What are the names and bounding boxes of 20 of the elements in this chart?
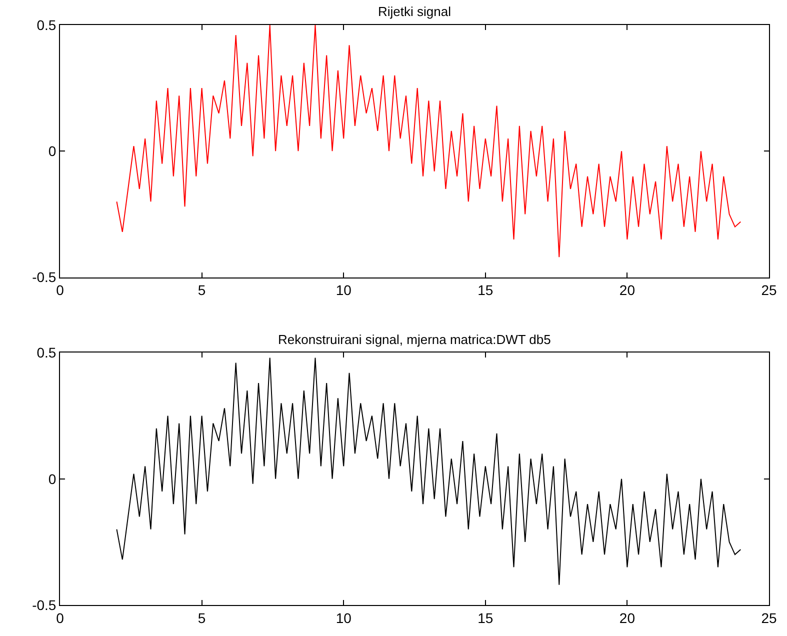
x-tick-label: 20: [619, 282, 636, 298]
y-tick-label: 0: [48, 143, 56, 160]
chart-title: Rekonstruirani signal, mjerna matrica:DWT db5: [278, 332, 551, 347]
x-tick-label: 25: [761, 610, 777, 626]
x-tick-label: 5: [198, 610, 206, 626]
x-tick-label: 15: [478, 610, 494, 626]
y-tick-label: 0.5: [36, 344, 56, 361]
x-tick-label: 10: [336, 282, 352, 298]
x-tick-label: 20: [619, 610, 636, 626]
x-tick-label: 25: [761, 282, 777, 298]
y-tick-label: -0.5: [32, 596, 56, 613]
x-tick-label: 10: [336, 610, 352, 626]
chart-title: Rijetki signal: [378, 4, 452, 19]
y-tick-label: -0.5: [32, 269, 56, 286]
x-tick-label: 5: [198, 282, 206, 298]
y-tick-label: 0: [48, 470, 56, 487]
x-tick-label: 15: [478, 282, 494, 298]
line-series: [116, 357, 742, 586]
y-tick-label: 0.5: [36, 16, 56, 33]
line-series: [116, 25, 742, 258]
